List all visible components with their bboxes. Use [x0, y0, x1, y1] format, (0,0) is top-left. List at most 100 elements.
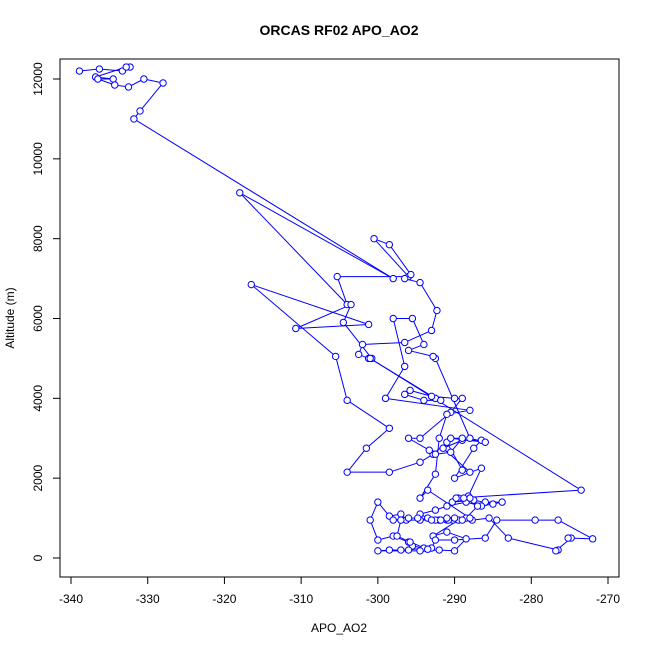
- data-point: [435, 546, 443, 554]
- data-point: [481, 534, 489, 542]
- data-point: [435, 434, 443, 442]
- data-point: [552, 547, 560, 555]
- data-point: [420, 396, 428, 405]
- series-segment: [508, 537, 559, 551]
- data-point: [443, 528, 451, 536]
- series-segment: [385, 397, 470, 411]
- plot-area-frame: [59, 58, 620, 578]
- series-segment: [239, 192, 394, 280]
- series-segment: [251, 284, 369, 325]
- series-segment: [557, 519, 593, 540]
- data-point: [437, 396, 445, 405]
- data-point: [385, 240, 394, 249]
- data-point: [493, 516, 501, 524]
- series-segment: [404, 330, 432, 343]
- data-point: [504, 534, 512, 542]
- y-tick-label: 0: [31, 554, 45, 561]
- data-point: [443, 410, 451, 418]
- data-point: [554, 516, 562, 524]
- data-point: [111, 81, 119, 89]
- data-point: [292, 324, 300, 333]
- series-segment: [133, 118, 394, 280]
- y-axis-label: Altitude (m): [3, 287, 17, 348]
- data-point: [452, 494, 460, 502]
- x-tick-label: -330: [136, 592, 160, 606]
- data-point: [385, 468, 394, 476]
- data-point: [466, 468, 474, 476]
- data-point: [122, 63, 130, 71]
- series-segment: [419, 282, 438, 311]
- data-point: [427, 392, 436, 401]
- series-segment: [335, 356, 348, 401]
- data-point: [433, 306, 441, 315]
- data-point: [406, 386, 414, 395]
- x-axis-label: APO_AO2: [311, 621, 367, 635]
- data-series: [75, 63, 597, 555]
- data-point: [94, 75, 102, 83]
- data-point: [450, 394, 459, 403]
- data-point: [339, 318, 348, 327]
- data-point: [397, 510, 405, 518]
- data-point: [136, 107, 144, 115]
- data-point: [374, 536, 382, 544]
- data-point: [447, 448, 455, 456]
- y-tick-label: 12000: [31, 62, 45, 96]
- x-tick-label: -310: [289, 592, 313, 606]
- data-point: [401, 338, 409, 347]
- data-point: [407, 270, 415, 279]
- data-point: [460, 494, 468, 502]
- series-segment: [467, 467, 482, 497]
- data-point: [247, 280, 255, 289]
- data-point: [466, 406, 474, 415]
- series-segment: [446, 442, 463, 471]
- data-point: [404, 346, 413, 355]
- data-point: [450, 547, 459, 555]
- data-point: [427, 326, 436, 335]
- y-tick-label: 6000: [31, 305, 45, 332]
- data-point: [366, 354, 374, 363]
- x-tick-label: -290: [443, 592, 467, 606]
- data-point: [109, 75, 117, 83]
- data-point: [416, 547, 424, 555]
- series-segment: [385, 366, 406, 399]
- data-point: [416, 458, 424, 466]
- series-segment: [373, 238, 409, 277]
- data-point: [424, 486, 432, 494]
- data-point: [389, 516, 397, 524]
- series-segment: [419, 473, 436, 499]
- data-point: [458, 394, 466, 403]
- data-point: [443, 502, 451, 510]
- data-point: [124, 83, 133, 91]
- y-tick-label: 2000: [31, 464, 45, 491]
- data-point: [458, 516, 466, 524]
- series-segment: [362, 341, 405, 345]
- series-segment: [409, 389, 432, 397]
- data-point: [358, 340, 367, 349]
- data-point: [450, 536, 459, 544]
- series-segment: [346, 447, 367, 473]
- series-segment: [295, 323, 369, 329]
- data-point: [393, 532, 401, 540]
- series-segment: [389, 461, 421, 473]
- data-point: [159, 79, 167, 87]
- series-segment: [438, 414, 448, 439]
- data-point: [404, 514, 413, 522]
- data-point: [498, 498, 506, 506]
- data-point: [333, 272, 341, 281]
- data-point: [431, 536, 440, 544]
- y-axis: 0 2000 4000 6000 8000 10000 12000: [31, 62, 61, 561]
- series-segment: [366, 427, 390, 449]
- series-segment: [454, 447, 475, 479]
- data-point: [473, 502, 482, 510]
- data-point: [425, 446, 433, 454]
- data-point: [404, 434, 413, 442]
- data-point: [466, 514, 474, 522]
- data-point: [374, 498, 382, 506]
- series-segment: [388, 244, 412, 275]
- series-segment: [346, 399, 390, 429]
- data-point: [401, 390, 409, 399]
- data-point: [447, 434, 455, 442]
- data-point: [431, 506, 440, 514]
- data-point: [564, 534, 572, 542]
